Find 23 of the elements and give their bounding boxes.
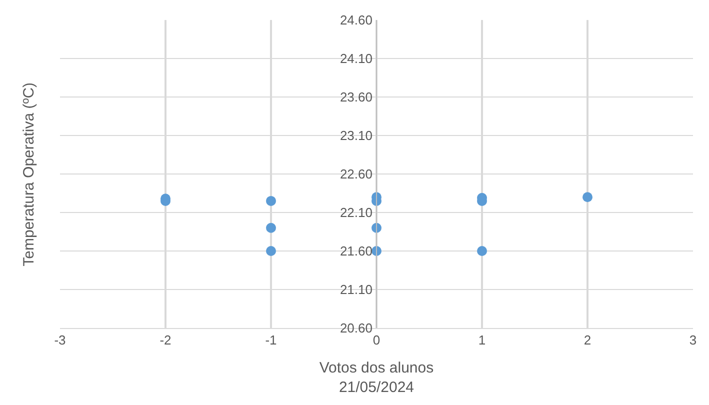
y-tick-label: 21.10	[340, 282, 372, 298]
x-tick-label: -3	[54, 332, 66, 348]
y-tick-label: 22.60	[340, 166, 372, 182]
x-tick-label: 3	[689, 332, 697, 348]
x-tick-label: -2	[160, 332, 172, 348]
point	[266, 222, 276, 233]
x-axis-title: Votos dos alunos 21/05/2024	[319, 360, 434, 396]
y-tick-label: 24.60	[340, 12, 372, 28]
point	[266, 196, 276, 206]
y-tick-label: 21.60	[340, 244, 372, 259]
x-tick-label: 1	[478, 332, 486, 348]
y-tick-label: 20.60	[340, 320, 372, 336]
point	[477, 246, 487, 256]
point	[582, 192, 592, 202]
x-tick-label: 0	[372, 332, 380, 348]
y-tick-label: 23.10	[340, 128, 372, 144]
x-tick-label: -1	[265, 332, 277, 348]
y-tick-label: 23.60	[340, 90, 372, 105]
point	[266, 246, 276, 256]
x-tick-label: 2	[584, 332, 592, 348]
y-tick-label: 22.10	[340, 205, 372, 220]
y-axis-title: Temperatura Operativa (ºC)	[20, 82, 38, 266]
y-tick-label: 24.10	[340, 51, 372, 66]
